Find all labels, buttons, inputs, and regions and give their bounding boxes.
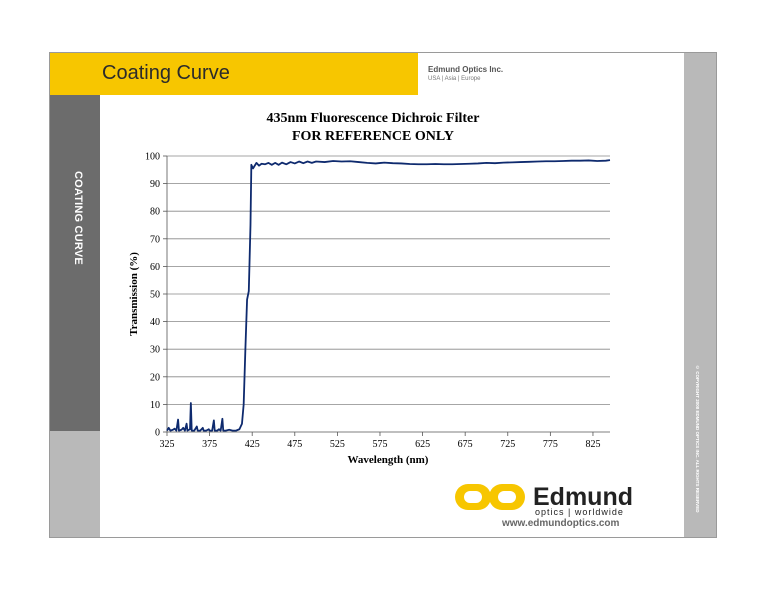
y-tick-label: 90 (150, 179, 160, 190)
x-tick-label: 425 (245, 439, 260, 450)
logo-hole-left (464, 491, 482, 503)
axis-layer (163, 155, 610, 436)
y-tick-label: 20 (150, 372, 160, 383)
y-tick-label: 10 (150, 400, 160, 411)
y-tick-label: 80 (150, 207, 160, 218)
x-tick-label: 625 (415, 439, 430, 450)
x-tick-labels: 325 375 425 475 525 575 625 675 725 775 825 (160, 439, 601, 450)
x-tick-label: 775 (543, 439, 558, 450)
y-tick-label: 70 (150, 234, 160, 245)
sidebar-light (50, 431, 100, 537)
grid-layer (167, 155, 610, 405)
header-band: Coating Curve (50, 53, 418, 95)
chart: 435nm Fluorescence Dichroic Filter FOR R… (128, 111, 611, 466)
x-tick-label: 525 (330, 439, 345, 450)
logo-name: Edmund (533, 483, 633, 511)
y-tick-label: 30 (150, 345, 160, 356)
website-url: www.edmundoptics.com (502, 518, 620, 529)
logo-hole-right (498, 491, 516, 503)
logo-tagline: optics | worldwide (535, 507, 624, 517)
x-tick-label: 325 (160, 439, 175, 450)
company-block: Edmund Optics Inc. USA | Asia | Europe (428, 65, 503, 82)
series-line (166, 159, 611, 432)
y-tick-label: 100 (145, 152, 160, 163)
x-tick-label: 825 (585, 439, 600, 450)
company-regions: USA | Asia | Europe (428, 76, 481, 82)
right-bar: © COPYRIGHT 2008 EDMUND OPTICS INC. ALL … (684, 53, 716, 537)
y-tick-label: 0 (155, 428, 160, 439)
x-tick-label: 475 (287, 439, 302, 450)
x-tick-label: 575 (372, 439, 387, 450)
series-layer (166, 159, 611, 432)
chart-subtitle: FOR REFERENCE ONLY (292, 129, 454, 144)
header-title: Coating Curve (102, 62, 230, 84)
x-tick-label: 675 (458, 439, 473, 450)
x-tick-label: 375 (202, 439, 217, 450)
edmund-logo: Edmund optics | worldwide (455, 483, 633, 517)
sidebar-dark: COATING CURVE (50, 95, 100, 431)
x-tick-label: 725 (500, 439, 515, 450)
copyright-text: © COPYRIGHT 2008 EDMUND OPTICS INC. ALL … (695, 365, 700, 513)
chart-title: 435nm Fluorescence Dichroic Filter (267, 111, 480, 126)
x-axis-label: Wavelength (nm) (348, 454, 429, 466)
y-tick-label: 50 (150, 290, 160, 301)
sidebar-label: COATING CURVE (72, 171, 84, 265)
y-tick-label: 60 (150, 262, 160, 273)
y-tick-labels: 0 10 20 30 40 50 60 70 80 90 100 (145, 152, 160, 439)
y-axis-label: Transmission (%) (128, 252, 140, 336)
datasheet: Coating Curve Edmund Optics Inc. USA | A… (49, 52, 717, 538)
y-tick-label: 40 (150, 317, 160, 328)
company-name: Edmund Optics Inc. (428, 65, 504, 74)
